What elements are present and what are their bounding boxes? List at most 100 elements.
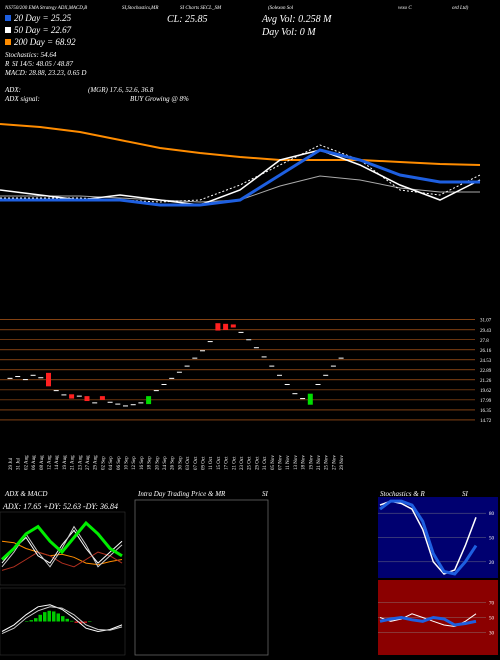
date-label: 12 Aug: [48, 455, 53, 470]
series-line: [379, 615, 477, 627]
candle: [7, 377, 13, 379]
candle: [138, 402, 144, 404]
candle: [307, 393, 313, 405]
date-label: 11 Oct: [209, 456, 214, 470]
date-label: 07 Nov: [279, 455, 284, 470]
stat: R: [4, 60, 10, 68]
date-label: 05 Nov: [271, 455, 276, 470]
candle: [176, 371, 182, 373]
date-label: 29 Aug: [94, 455, 99, 470]
price-label: 21.26: [480, 379, 492, 384]
date-label: 30 Sep: [178, 456, 183, 470]
header: NS750/200 EMA Strategy ADX,MACD,B: [4, 6, 87, 11]
y-tick-label: 30: [489, 632, 495, 637]
price-label: 24.53: [480, 359, 492, 364]
histogram-bar: [56, 613, 60, 622]
candle: [130, 404, 136, 406]
series-line: [379, 499, 478, 576]
date-label: 12 Sep: [132, 456, 137, 470]
series-line: [1, 604, 123, 633]
date-label: 10 Sep: [125, 456, 130, 470]
candle: [223, 323, 229, 330]
series-line: [0, 148, 480, 207]
y-tick-label: 80: [489, 512, 495, 517]
candle: [253, 347, 259, 349]
intraday-panel: [134, 499, 269, 656]
histogram-bar: [52, 611, 56, 622]
panel-title: Intra Day Trading Price & MR: [137, 490, 226, 498]
y-tick-label: 50: [489, 537, 495, 542]
date-label: 21 Oct: [232, 456, 237, 470]
histogram-bar: [79, 621, 83, 624]
candle: [323, 374, 329, 376]
candle: [46, 372, 51, 387]
histogram-bar: [65, 618, 69, 622]
stat: SI 14/5: 48.05 / 48.87: [12, 60, 74, 68]
candle: [76, 395, 82, 397]
date-label: 26 Sep: [171, 456, 176, 470]
candle: [300, 398, 306, 400]
histogram-bar: [74, 621, 78, 623]
price-label: 22.89: [480, 369, 492, 374]
header: (Solexon Sol: [268, 6, 294, 11]
candle: [107, 401, 113, 403]
candle: [284, 383, 290, 385]
candle: [184, 365, 190, 367]
date-label: 06 Sep: [117, 456, 122, 470]
histogram-bar: [47, 610, 51, 622]
date-label: 07 Oct: [194, 456, 199, 470]
series-line: [0, 123, 481, 166]
panel-title: SI: [462, 490, 469, 498]
candle: [169, 377, 175, 379]
stat: 200 Day = 68.92: [14, 37, 76, 47]
date-label: 18 Nov: [302, 455, 307, 470]
y-tick-label: 50: [489, 617, 495, 622]
price-label: 29.43: [480, 329, 492, 334]
price-label: 14.72: [480, 419, 492, 424]
candle: [246, 339, 252, 341]
panel-readout: ADX: 17.65 +DY: 52.63 -DY: 36.84: [2, 502, 118, 511]
histogram-bar: [25, 621, 29, 622]
histogram-bar: [34, 618, 38, 622]
candle: [161, 383, 167, 385]
candle: [338, 357, 344, 359]
date-label: 14 Aug: [55, 455, 60, 470]
y-tick-label: 20: [489, 561, 495, 566]
candle: [99, 396, 105, 400]
date-label: 18 Sep: [148, 456, 153, 470]
panel-title: Stochastics & R: [380, 490, 425, 498]
price-label: 17.99: [480, 399, 492, 404]
price-label: 31.07: [480, 319, 492, 324]
histogram-bar: [61, 616, 65, 622]
price-label: 27.8: [480, 339, 489, 344]
candle: [200, 350, 205, 352]
date-label: 31 Jul: [17, 457, 22, 470]
stat: MACD: 28.88, 23.23, 0.65 D: [4, 69, 86, 77]
panel-title: SI: [262, 490, 269, 498]
date-label: 02 Aug: [24, 455, 29, 470]
date-label: 29 Oct: [255, 456, 260, 470]
date-label: 21 Nov: [317, 455, 322, 470]
date-label: 11 Nov: [286, 455, 291, 470]
date-label: 06 Aug: [32, 455, 37, 470]
legend-icon: [5, 15, 11, 21]
candle: [30, 374, 36, 376]
candle: [238, 331, 244, 333]
stat: Avg Vol: 0.258 M: [261, 14, 332, 25]
histogram-bar: [43, 612, 47, 622]
candle: [277, 374, 282, 376]
stat: CL: 25.85: [167, 14, 208, 25]
stat: Stochastics: 54.64: [5, 51, 57, 59]
candle: [330, 365, 336, 367]
candle: [315, 383, 321, 385]
y-tick-label: 70: [489, 602, 495, 607]
candle: [123, 405, 128, 407]
date-label: 31 Oct: [263, 456, 268, 470]
candle: [84, 396, 90, 402]
stat: ADX signal:: [4, 95, 40, 103]
series-line: [1, 606, 123, 635]
price-label: 26.16: [480, 349, 492, 354]
legend-icon: [5, 39, 11, 45]
candle: [261, 356, 267, 358]
legend-icon: [5, 27, 11, 33]
